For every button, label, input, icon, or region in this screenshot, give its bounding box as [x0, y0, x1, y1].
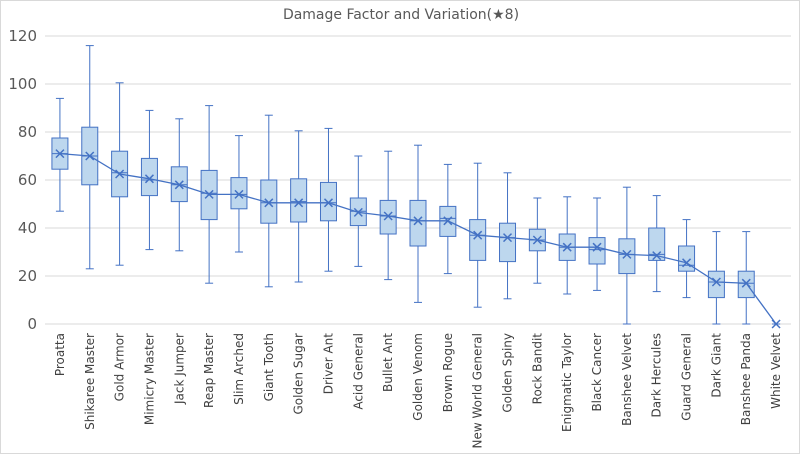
box: [618, 238, 636, 275]
x-tick-label: Golden Sugar: [292, 333, 306, 415]
box: [140, 157, 158, 197]
mean-marker: [204, 189, 214, 199]
box: [469, 219, 487, 261]
mean-marker: [85, 151, 95, 161]
mean-marker: [323, 198, 334, 208]
y-tick-label: 80: [18, 123, 37, 141]
box: [588, 237, 606, 265]
mean-marker: [771, 319, 781, 329]
x-tick-label: Banshee Velvet: [620, 333, 634, 426]
x-tick-label: Golden Spiny: [501, 333, 515, 413]
x-tick-label: Rock Bandit: [530, 333, 544, 405]
box: [230, 177, 248, 210]
x-tick-label: Driver Ant: [321, 333, 335, 395]
x-tick-label: Black Cancer: [590, 333, 604, 412]
mean-marker: [592, 242, 602, 252]
box: [499, 222, 517, 263]
mean-marker: [622, 249, 632, 259]
y-tick-label: 20: [18, 267, 37, 285]
mean-marker: [413, 216, 423, 226]
box: [678, 245, 696, 272]
x-tick-label: Jack Jumper: [172, 333, 186, 405]
mean-marker: [562, 242, 572, 252]
mean-marker: [383, 211, 393, 221]
mean-marker: [234, 189, 244, 199]
y-tick-label: 0: [27, 315, 37, 333]
mean-marker: [711, 277, 721, 287]
x-tick-label: Proatta: [53, 333, 67, 376]
mean-marker: [294, 198, 304, 208]
box: [707, 270, 725, 299]
x-tick-label: Golden Venom: [411, 333, 425, 421]
mean-marker: [502, 233, 513, 243]
mean-marker: [741, 278, 751, 288]
y-tick-label: 120: [8, 27, 37, 45]
box: [409, 199, 427, 247]
y-tick-label: 100: [8, 75, 37, 93]
x-tick-label: Giant Tooth: [262, 333, 276, 401]
x-tick-label: Banshee Panda: [739, 333, 753, 425]
box: [260, 179, 278, 224]
x-tick-label: White Velvet: [769, 333, 783, 409]
box: [319, 181, 337, 222]
mean-marker: [144, 174, 154, 184]
x-tick-label: Enigmatic Taylor: [560, 333, 574, 432]
chart-title: Damage Factor and Variation(★8): [282, 7, 520, 23]
x-tick-label: Acid General: [351, 333, 365, 410]
y-tick-label: 40: [18, 219, 37, 237]
mean-marker: [115, 169, 125, 179]
y-tick-label: 60: [18, 171, 37, 189]
box: [290, 178, 308, 223]
x-tick-label: New World General: [471, 333, 485, 448]
mean-marker: [174, 180, 184, 190]
x-tick-label: Bullet Ant: [381, 333, 395, 392]
x-tick-label: Shikaree Master: [83, 333, 97, 430]
x-tick-label: Guard General: [680, 333, 694, 421]
x-tick-label: Dark Hercules: [650, 333, 664, 418]
x-tick-label: Dark Giant: [709, 333, 723, 398]
x-tick-label: Brown Rogue: [441, 333, 455, 412]
mean-marker: [473, 230, 483, 240]
x-tick-label: Mimicry Master: [142, 333, 156, 425]
x-tick-label: Gold Armor: [113, 333, 127, 401]
mean-marker: [353, 207, 363, 217]
mean-marker: [55, 149, 65, 159]
box: [737, 270, 755, 299]
mean-marker: [532, 235, 542, 245]
x-tick-label: Reap Master: [202, 333, 216, 408]
mean-marker: [264, 198, 274, 208]
mean-marker: [443, 216, 453, 226]
mean-marker: [652, 251, 662, 261]
x-tick-label: Slim Arched: [232, 333, 246, 405]
mean-marker: [682, 258, 692, 268]
